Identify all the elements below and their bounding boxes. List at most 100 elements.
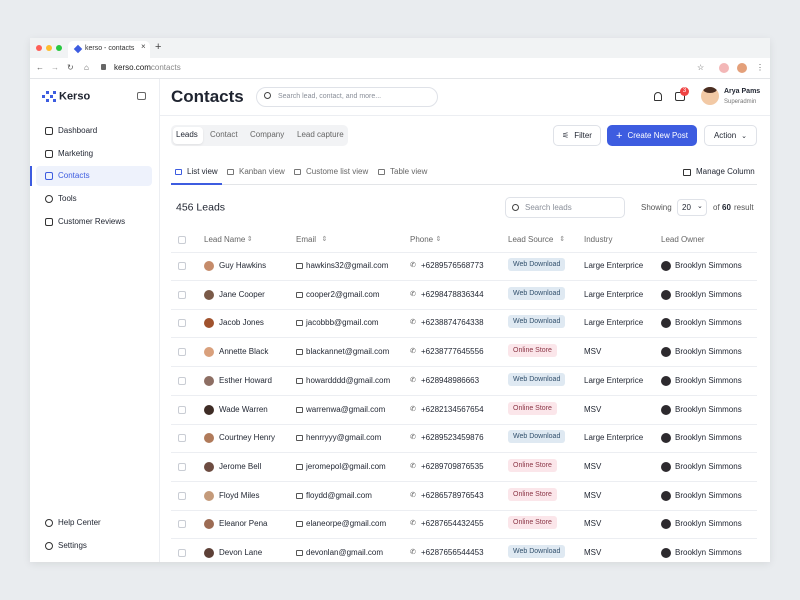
menu-button[interactable]: ⋮ xyxy=(756,63,764,72)
owner-avatar xyxy=(661,347,671,358)
footer-item[interactable]: Help Center xyxy=(58,518,101,527)
table-row[interactable]: Eleanor Pena elaneorpe@gmail.com ✆ +6287654… xyxy=(171,510,757,540)
sort-icon[interactable]: ⇕ xyxy=(246,236,253,243)
nav-item[interactable]: Marketing xyxy=(58,149,94,158)
row-checkbox[interactable] xyxy=(178,405,186,414)
lead-email: cooper2@gmail.com xyxy=(306,289,380,299)
manage-column[interactable]: Manage Column xyxy=(696,167,755,176)
lead-email: hawkins32@gmail.com xyxy=(306,261,389,270)
filter-button[interactable]: ⚟ Filter xyxy=(553,125,601,146)
view-tab[interactable]: Kanban view xyxy=(239,167,285,176)
brand-name: Kerso xyxy=(59,90,91,103)
lead-name[interactable]: Jacob Jones xyxy=(219,318,264,328)
tab[interactable]: Contact xyxy=(210,130,238,139)
bookmark-star[interactable]: ☆ xyxy=(697,63,705,72)
table-row[interactable]: Guy Hawkins hawkins32@gmail.com ✆ +62895765… xyxy=(171,252,757,281)
table-row[interactable]: Jane Cooper cooper2@gmail.com ✆ +6298478836… xyxy=(171,281,757,310)
nav-item[interactable]: Contacts xyxy=(58,171,90,180)
global-search[interactable] xyxy=(256,87,438,107)
reload-button[interactable]: ↻ xyxy=(67,63,74,72)
lead-name[interactable]: Courtney Henry xyxy=(219,433,276,443)
forward-button[interactable]: → xyxy=(51,63,59,72)
phone-icon: ✆ xyxy=(410,462,416,470)
table-row[interactable]: Jacob Jones jacobbb@gmail.com ✆ +6238874764… xyxy=(171,309,757,339)
table-row[interactable]: Esther Howard howardddd@gmail.com ✆ +628948… xyxy=(171,367,757,396)
email-icon xyxy=(296,320,303,327)
lead-phone: +628948986663 xyxy=(421,375,480,385)
profile-icon[interactable] xyxy=(737,63,747,73)
lead-name[interactable]: Floyd Miles xyxy=(219,490,260,500)
column-header[interactable]: Email xyxy=(296,235,317,244)
lead-name[interactable]: Guy Hawkins xyxy=(219,261,267,270)
owner-avatar xyxy=(661,548,671,558)
maximize-dot[interactable] xyxy=(56,45,62,51)
browser-tab[interactable] xyxy=(68,41,150,58)
lead-owner: Brooklyn Simmons xyxy=(675,404,742,414)
row-checkbox[interactable] xyxy=(178,462,186,471)
url[interactable]: kerso.comcontacts xyxy=(114,63,181,73)
row-checkbox[interactable] xyxy=(178,520,186,529)
action-button[interactable]: Action ⌄ xyxy=(704,125,757,146)
lead-avatar xyxy=(204,433,214,444)
nav-item[interactable]: Tools xyxy=(58,194,77,203)
phone-icon: ✆ xyxy=(410,405,416,413)
nav-item[interactable]: Dashboard xyxy=(58,126,98,135)
row-checkbox[interactable] xyxy=(178,549,186,557)
lead-phone: +6286578976543 xyxy=(421,490,484,500)
sort-icon[interactable]: ⇕ xyxy=(321,236,328,243)
row-checkbox[interactable] xyxy=(178,290,186,299)
extension-icon[interactable] xyxy=(719,63,729,73)
row-checkbox[interactable] xyxy=(178,262,186,270)
email-icon xyxy=(296,492,303,499)
row-checkbox[interactable] xyxy=(178,434,186,443)
home-button[interactable]: ⌂ xyxy=(84,63,89,72)
user-avatar[interactable] xyxy=(701,87,719,105)
table-row[interactable]: Annette Black blackannet@gmail.com ✆ +62387… xyxy=(171,338,757,368)
lead-owner: Brooklyn Simmons xyxy=(675,375,742,385)
owner-avatar xyxy=(661,289,671,300)
column-header[interactable]: Lead Name xyxy=(204,235,246,244)
phone-icon: ✆ xyxy=(410,491,416,499)
tab[interactable]: Lead capture xyxy=(297,130,344,139)
table-row[interactable]: Devon Lane devonlan@gmail.com ✆ +6287656544… xyxy=(171,539,757,562)
back-button[interactable]: ← xyxy=(36,63,44,72)
email-icon xyxy=(296,406,303,413)
sort-icon[interactable]: ⇕ xyxy=(435,236,442,243)
leads-search-icon xyxy=(512,204,519,211)
collapse-sidebar[interactable] xyxy=(137,92,146,100)
table-row[interactable]: Wade Warren warrenwa@gmail.com ✆ +628213456… xyxy=(171,396,757,425)
create-button[interactable]: + Create New Post xyxy=(607,125,697,146)
tab[interactable]: Leads xyxy=(176,130,198,139)
row-checkbox[interactable] xyxy=(178,348,186,357)
table-row[interactable]: Courtney Henry henrryyy@gmail.com ✆ +628952… xyxy=(171,424,757,454)
lead-name[interactable]: Jerome Bell xyxy=(219,461,262,471)
tab-close[interactable]: × xyxy=(141,42,146,51)
footer-item[interactable]: Settings xyxy=(58,541,87,550)
lead-name[interactable]: Jane Cooper xyxy=(219,289,265,299)
view-tab[interactable]: Table view xyxy=(390,167,428,176)
leads-search[interactable] xyxy=(505,197,625,218)
page-size-select[interactable] xyxy=(677,199,707,216)
table-row[interactable]: Floyd Miles floydd@gmail.com ✆ +62865789765… xyxy=(171,482,757,511)
new-tab[interactable]: + xyxy=(155,41,162,53)
row-checkbox[interactable] xyxy=(178,319,186,328)
tab[interactable]: Company xyxy=(250,130,285,139)
view-tab[interactable]: List view xyxy=(187,167,218,176)
lead-name[interactable]: Esther Howard xyxy=(219,375,272,385)
minimize-dot[interactable] xyxy=(46,45,52,51)
column-header[interactable]: Phone xyxy=(410,235,434,244)
select-all-checkbox[interactable] xyxy=(178,236,186,244)
lead-name[interactable]: Eleanor Pena xyxy=(219,519,268,529)
notification-bell[interactable] xyxy=(654,92,662,101)
view-tab[interactable]: Custome list view xyxy=(306,167,369,176)
email-icon xyxy=(296,263,303,269)
row-checkbox[interactable] xyxy=(178,376,186,385)
lead-name[interactable]: Annette Black xyxy=(219,347,269,357)
sort-icon[interactable]: ⇕ xyxy=(559,236,566,243)
table-row[interactable]: Jerome Bell jeromepol@gmail.com ✆ +62897098… xyxy=(171,453,757,482)
row-checkbox[interactable] xyxy=(178,491,186,500)
lead-name[interactable]: Wade Warren xyxy=(219,404,268,414)
close-dot[interactable] xyxy=(36,45,42,51)
lead-name[interactable]: Devon Lane xyxy=(219,548,263,557)
nav-item[interactable]: Customer Reviews xyxy=(58,217,126,226)
